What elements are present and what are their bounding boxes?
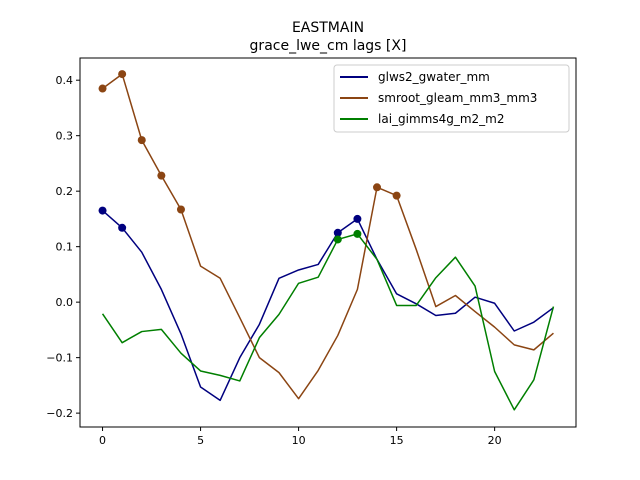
series-0-point xyxy=(118,223,127,232)
y-tick-label: 0.0 xyxy=(56,296,74,309)
series-1-point xyxy=(157,171,166,180)
y-axis: −0.2 −0.1 0.0 0.1 0.2 0.3 0.4 xyxy=(46,74,80,420)
legend-label: smroot_gleam_mm3_mm3 xyxy=(378,91,537,105)
series-1-point xyxy=(118,70,127,79)
y-tick-label: 0.4 xyxy=(56,74,74,87)
x-tick-label: 0 xyxy=(99,434,106,447)
series-line-1 xyxy=(102,73,554,400)
series-1-point xyxy=(137,136,146,145)
series-1-point xyxy=(98,84,107,93)
legend-label: glws2_gwater_mm xyxy=(378,70,490,84)
series-line-0 xyxy=(102,210,554,402)
legend: glws2_gwater_mm smroot_gleam_mm3_mm3 lai_g… xyxy=(333,64,570,133)
y-tick-label: −0.1 xyxy=(46,352,73,365)
series-2-point xyxy=(333,235,342,244)
y-tick-label: −0.2 xyxy=(46,407,73,420)
legend-box xyxy=(333,64,570,133)
x-tick-label: 15 xyxy=(390,434,404,447)
x-tick-label: 10 xyxy=(292,434,306,447)
series-1-point xyxy=(392,191,401,200)
plot-area xyxy=(98,70,555,411)
legend-label: lai_gimms4g_m2_m2 xyxy=(378,112,505,126)
x-tick-label: 5 xyxy=(197,434,204,447)
y-tick-label: 0.3 xyxy=(56,130,74,143)
plot-frame xyxy=(79,57,577,428)
x-axis: 0 5 10 15 20 xyxy=(99,427,502,447)
chart-title: EASTMAIN xyxy=(292,20,364,36)
series-2-point xyxy=(353,229,362,238)
series-0-point xyxy=(353,214,362,223)
y-tick-label: 0.1 xyxy=(56,241,74,254)
series-line-2 xyxy=(101,233,555,411)
series-1-point xyxy=(373,183,382,192)
series-1-point xyxy=(176,205,185,214)
x-tick-label: 20 xyxy=(488,434,502,447)
series-0-point xyxy=(333,228,342,237)
y-tick-label: 0.2 xyxy=(56,185,74,198)
series-0-point xyxy=(98,206,107,215)
chart-subtitle: grace_lwe_cm lags [X] xyxy=(250,38,407,54)
